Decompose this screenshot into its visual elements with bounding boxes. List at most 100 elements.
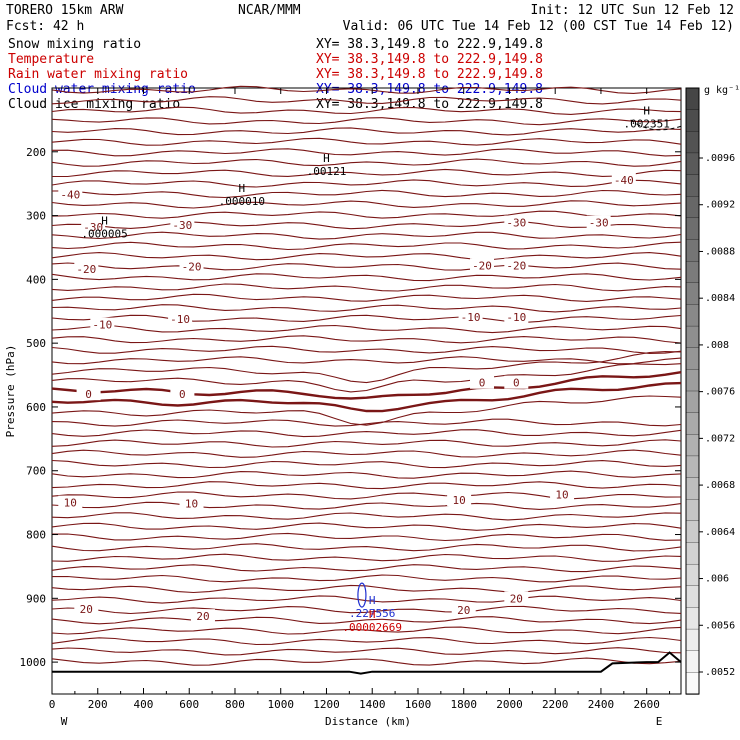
legend-xy-snow: XY= 38.3,149.8 to 222.9,149.8 [316,37,543,52]
extremum-value: .000005 [81,228,127,241]
isotherm-line [51,252,682,261]
contour-label-bg [170,218,195,232]
contour-label: 0 [179,388,186,401]
contour-label-bg [179,259,204,273]
contour-label: -10 [461,311,481,324]
x-tick-label: 800 [225,698,245,711]
cloud-water-contour-line [357,582,367,608]
contour-label-bg [550,487,575,501]
isotherm-line [51,179,682,188]
isotherm-line [51,491,682,500]
isotherm-lines [51,85,682,666]
isotherm-line [51,439,682,448]
extremum-mark: H [369,594,376,607]
contour-label: -40 [614,174,634,187]
contour-label-bg [81,220,106,234]
contour-label-bg [179,496,204,510]
model-title: TORERO 15km ARW [6,3,124,18]
colorbar-cell [685,369,700,392]
isotherm-line [51,532,682,542]
contour-label-bg [470,375,495,389]
isotherm-line [51,512,682,521]
contour-label: -30 [172,219,192,232]
contour-label-bg [470,258,495,272]
isotherm-line [51,636,682,646]
contour-label: 20 [510,592,523,605]
isotherm-line [51,501,682,510]
isotherm-line [51,351,682,384]
contour-label: -30 [506,217,526,230]
x-tick-label: 1000 [267,698,294,711]
x-tick-label: 1200 [313,698,340,711]
isotherm-line [51,429,682,438]
isotherm-line [51,584,682,594]
colorbar-tick-label: .0072 [705,433,735,444]
extremum-mark: H [369,608,376,621]
isotherm-line [51,106,682,115]
contour-label-bg [504,591,529,605]
contour-label: 0 [513,377,520,390]
valid-time: Valid: 06 UTC Tue 14 Feb 12 (00 CST Tue … [343,19,734,34]
contour-label: -20 [76,263,96,276]
isotherm-line [51,314,682,323]
isotherm-line [51,395,682,426]
isotherm-line [51,564,682,573]
isotherm-line [51,221,682,230]
colorbar-tick-label: .0056 [705,620,735,631]
contour-label-bg [447,493,472,507]
forecast-hour: Fcst: 42 h [6,19,84,34]
colorbar-cell [685,412,700,435]
isotherm-line [51,189,682,199]
x-tick-label: 600 [179,698,199,711]
colorbar-cell [685,628,700,652]
freezing-isotherm [51,371,682,400]
contour-label: 10 [453,494,466,507]
isotherm-line [51,459,682,469]
x-tick-label: 1600 [405,698,432,711]
isotherm-line [51,293,682,302]
colorbar-cell [685,87,700,111]
x-axis-label: Distance (km) [325,715,411,728]
legend-xy-cloud-water: XY= 38.3,149.8 to 222.9,149.8 [316,82,543,97]
contour-label-bg [58,495,83,509]
colorbar-tick-label: .006 [705,574,729,585]
colorbar-cell [685,434,700,457]
contour-label: 10 [185,497,198,510]
x-tick-label: 2000 [496,698,523,711]
contour-label-bg [90,317,115,331]
isotherm-line [51,481,682,490]
colorbar-cell [685,325,700,349]
colorbar-tick-label: .0088 [705,246,735,257]
x-tick-label: 200 [88,698,108,711]
y-tick-label: 600 [26,401,46,414]
field-legend: Snow mixing ratio XY= 38.3,149.8 to 222.… [8,37,543,112]
isotherm-line [51,304,682,313]
x-tick-label: 0 [49,698,56,711]
y-tick-label: 1000 [20,656,47,669]
isotherm-line [51,345,682,354]
contour-label: 20 [196,610,209,623]
colorbar-cell [685,607,700,630]
isotherm-line [51,96,682,105]
contour-label: -10 [170,313,190,326]
colorbar-tick-label: .0064 [705,527,735,538]
contour-label: -20 [182,261,202,274]
contour-label: -30 [589,217,609,230]
y-tick-label: 800 [26,529,46,542]
contour-label: 0 [85,388,92,401]
isotherm-line [51,574,682,583]
isotherm-line [51,200,682,209]
colorbar-cell [685,217,700,241]
colorbar-frame [685,87,700,695]
colorbar: .0096 .0092 .0088 .0084 .008 .0076 .0072 .0068.… [685,87,735,695]
isotherm-line [51,283,682,292]
isotherm-line [51,127,682,136]
isotherm-line [51,335,682,344]
isotherm-line [51,356,682,365]
extremum-mark: H [101,215,108,228]
isotherm-line [51,231,682,240]
isotherm-line [51,137,682,146]
isotherm-line [51,363,682,393]
contour-label: 0 [479,377,486,390]
